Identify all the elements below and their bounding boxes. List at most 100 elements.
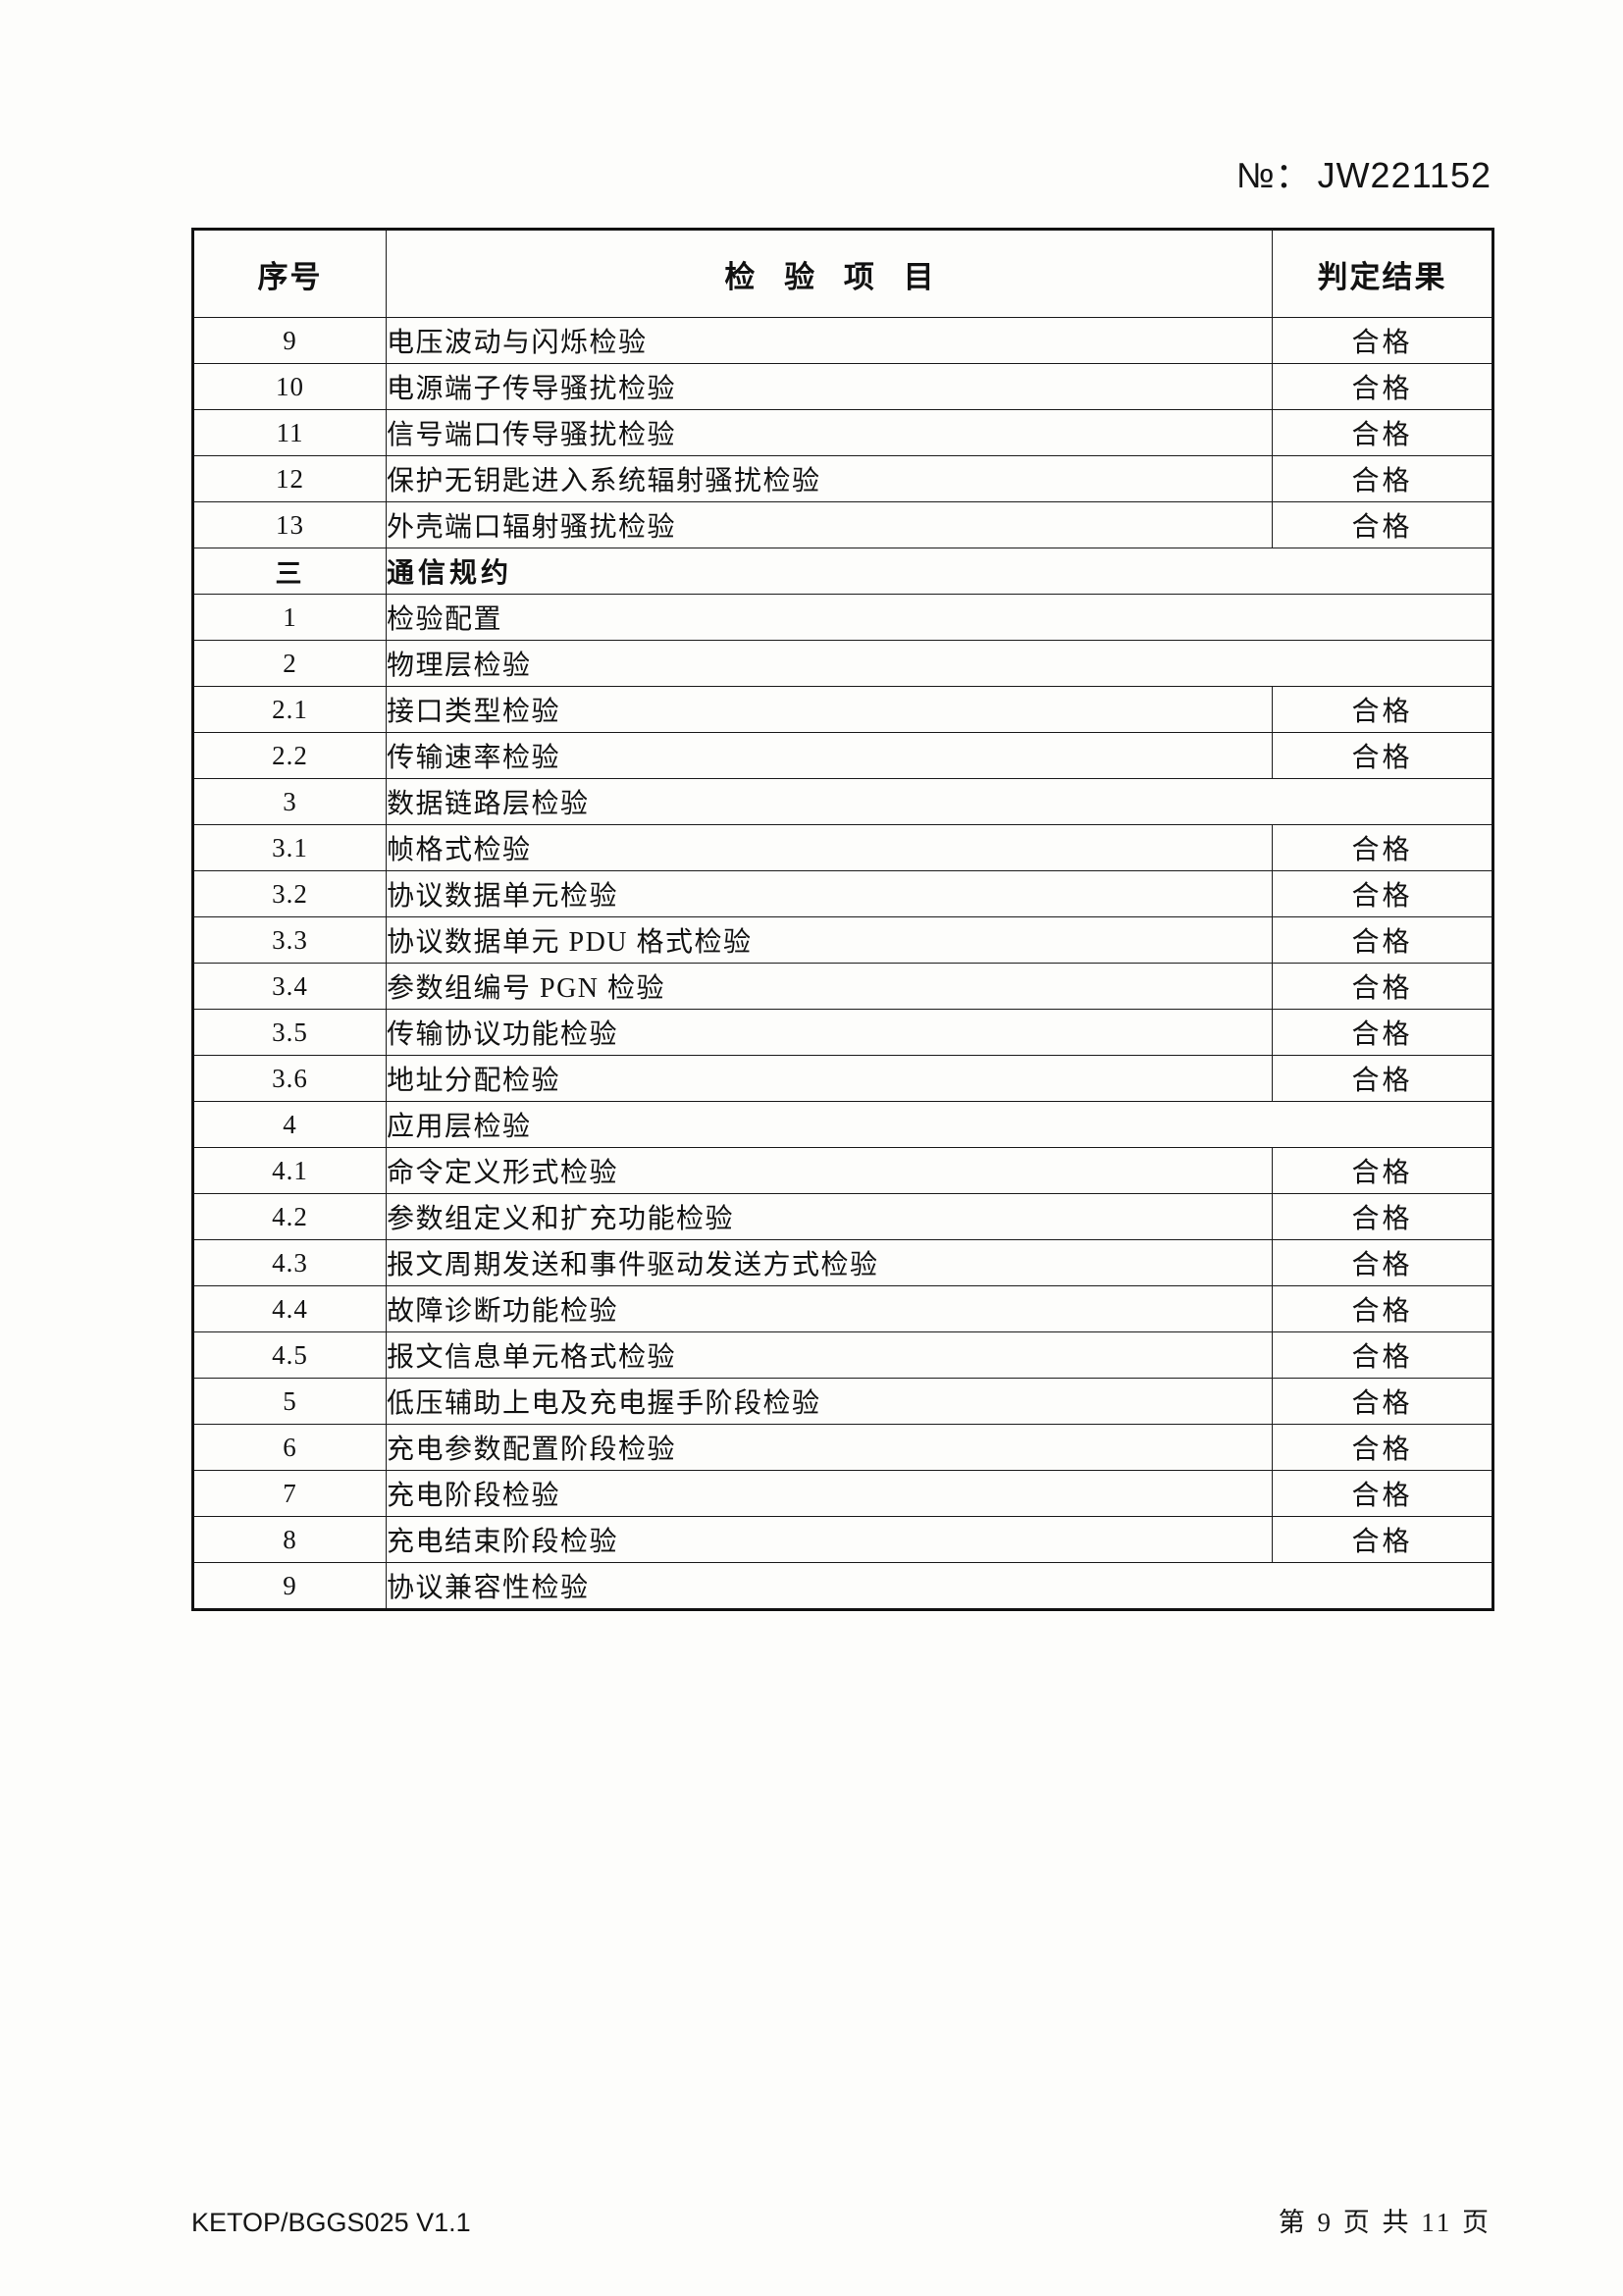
row-item-name: 物理层检验 — [386, 640, 1493, 687]
row-item-name: 报文周期发送和事件驱动发送方式检验 — [386, 1239, 1273, 1286]
row-item-name: 故障诊断功能检验 — [386, 1285, 1273, 1332]
table-row: 4.5 报文信息单元格式检验 合格 — [192, 1331, 1493, 1379]
table-row: 4 应用层检验 — [192, 1101, 1493, 1148]
row-number: 4.1 — [192, 1147, 387, 1194]
row-result: 合格 — [1272, 1193, 1493, 1240]
row-item-name: 参数组编号 PGN 检验 — [386, 963, 1273, 1010]
row-number: 4.4 — [192, 1285, 387, 1332]
table-header-row: 序号 检 验 项 目 判定结果 — [192, 229, 1493, 318]
table-row: 3.1 帧格式检验 合格 — [192, 824, 1493, 871]
row-result: 合格 — [1272, 1424, 1493, 1471]
row-number: 11 — [192, 409, 387, 456]
row-number: 3.6 — [192, 1055, 387, 1102]
row-result: 合格 — [1272, 1147, 1493, 1194]
table-row: 12 保护无钥匙进入系统辐射骚扰检验 合格 — [192, 455, 1493, 502]
table-row: 9 电压波动与闪烁检验 合格 — [192, 317, 1493, 364]
inspection-table: 序号 检 验 项 目 判定结果 9 电压波动与闪烁检验 合格 10 电源端子传导骚扰检验… — [191, 228, 1494, 1611]
table-row: 1 检验配置 — [192, 594, 1493, 641]
table-row: 9 协议兼容性检验 — [192, 1562, 1493, 1610]
row-item-name: 报文信息单元格式检验 — [386, 1331, 1273, 1379]
table-row: 2 物理层检验 — [192, 640, 1493, 687]
table-row: 2.2 传输速率检验 合格 — [192, 732, 1493, 779]
table-row: 3.4 参数组编号 PGN 检验 合格 — [192, 963, 1493, 1010]
table-row: 13 外壳端口辐射骚扰检验 合格 — [192, 501, 1493, 548]
column-header-no: 序号 — [192, 229, 387, 318]
row-number: 8 — [192, 1516, 387, 1563]
row-number: 三 — [192, 548, 387, 595]
footer-page-info: 第 9 页 共 11 页 — [1278, 2208, 1492, 2237]
row-item-name: 地址分配检验 — [386, 1055, 1273, 1102]
row-number: 3.4 — [192, 963, 387, 1010]
document-footer: KETOP/BGGS025 V1.1 第 9 页 共 11 页 — [191, 2201, 1492, 2239]
table-row: 三通信规约 — [192, 548, 1493, 595]
row-result: 合格 — [1272, 916, 1493, 964]
table-header: 序号 检 验 项 目 判定结果 — [192, 229, 1493, 318]
row-result: 合格 — [1272, 1239, 1493, 1286]
row-number: 9 — [192, 1562, 387, 1610]
row-item-name: 外壳端口辐射骚扰检验 — [386, 501, 1273, 548]
row-number: 4 — [192, 1101, 387, 1148]
row-number: 3.3 — [192, 916, 387, 964]
row-item-name: 协议数据单元 PDU 格式检验 — [386, 916, 1273, 964]
row-item-name: 低压辅助上电及充电握手阶段检验 — [386, 1378, 1273, 1425]
table-row: 11 信号端口传导骚扰检验 合格 — [192, 409, 1493, 456]
row-number: 2 — [192, 640, 387, 687]
row-result: 合格 — [1272, 1516, 1493, 1563]
table-row: 3 数据链路层检验 — [192, 778, 1493, 825]
row-number: 7 — [192, 1470, 387, 1517]
row-number: 10 — [192, 363, 387, 410]
row-item-name: 保护无钥匙进入系统辐射骚扰检验 — [386, 455, 1273, 502]
row-result: 合格 — [1272, 1331, 1493, 1379]
row-item-name: 电压波动与闪烁检验 — [386, 317, 1273, 364]
row-number: 4.3 — [192, 1239, 387, 1286]
row-number: 9 — [192, 317, 387, 364]
row-result: 合格 — [1272, 455, 1493, 502]
row-item-name: 传输协议功能检验 — [386, 1009, 1273, 1056]
row-result: 合格 — [1272, 963, 1493, 1010]
row-result: 合格 — [1272, 409, 1493, 456]
row-item-name: 传输速率检验 — [386, 732, 1273, 779]
row-number: 6 — [192, 1424, 387, 1471]
table-row: 3.6 地址分配检验 合格 — [192, 1055, 1493, 1102]
row-item-name: 协议兼容性检验 — [386, 1562, 1493, 1610]
row-result: 合格 — [1272, 824, 1493, 871]
footer-doc-code: KETOP/BGGS025 V1.1 — [191, 2208, 471, 2237]
row-number: 2.1 — [192, 686, 387, 733]
row-number: 5 — [192, 1378, 387, 1425]
row-number: 13 — [192, 501, 387, 548]
table-row: 3.2 协议数据单元检验 合格 — [192, 870, 1493, 917]
row-result: 合格 — [1272, 363, 1493, 410]
table-row: 7 充电阶段检验 合格 — [192, 1470, 1493, 1517]
row-number: 3.5 — [192, 1009, 387, 1056]
row-result: 合格 — [1272, 1055, 1493, 1102]
table-row: 4.2 参数组定义和扩充功能检验 合格 — [192, 1193, 1493, 1240]
document-number-value: JW221152 — [1317, 155, 1492, 195]
row-number: 3 — [192, 778, 387, 825]
row-item-name: 参数组定义和扩充功能检验 — [386, 1193, 1273, 1240]
column-header-item: 检 验 项 目 — [386, 229, 1273, 318]
table-body: 9 电压波动与闪烁检验 合格 10 电源端子传导骚扰检验 合格 11 信号端口传导骚扰检验 合格… — [192, 317, 1493, 1610]
row-number: 3.2 — [192, 870, 387, 917]
row-result: 合格 — [1272, 732, 1493, 779]
table-row: 2.1 接口类型检验 合格 — [192, 686, 1493, 733]
row-item-name: 充电阶段检验 — [386, 1470, 1273, 1517]
row-item-name: 接口类型检验 — [386, 686, 1273, 733]
document-number: №： JW221152 — [0, 147, 1492, 198]
row-item-name: 检验配置 — [386, 594, 1493, 641]
row-item-name: 电源端子传导骚扰检验 — [386, 363, 1273, 410]
table-row: 4.1 命令定义形式检验 合格 — [192, 1147, 1493, 1194]
row-number: 4.2 — [192, 1193, 387, 1240]
row-item-name: 充电结束阶段检验 — [386, 1516, 1273, 1563]
row-item-name: 通信规约 — [386, 548, 1493, 595]
row-result: 合格 — [1272, 317, 1493, 364]
row-number: 3.1 — [192, 824, 387, 871]
row-item-name: 命令定义形式检验 — [386, 1147, 1273, 1194]
row-item-name: 协议数据单元检验 — [386, 870, 1273, 917]
row-item-name: 应用层检验 — [386, 1101, 1493, 1148]
row-result: 合格 — [1272, 1378, 1493, 1425]
row-number: 1 — [192, 594, 387, 641]
table-row: 6 充电参数配置阶段检验 合格 — [192, 1424, 1493, 1471]
inspection-table-wrapper: 序号 检 验 项 目 判定结果 9 电压波动与闪烁检验 合格 10 电源端子传导骚扰检验… — [191, 228, 1494, 1611]
row-result: 合格 — [1272, 1470, 1493, 1517]
